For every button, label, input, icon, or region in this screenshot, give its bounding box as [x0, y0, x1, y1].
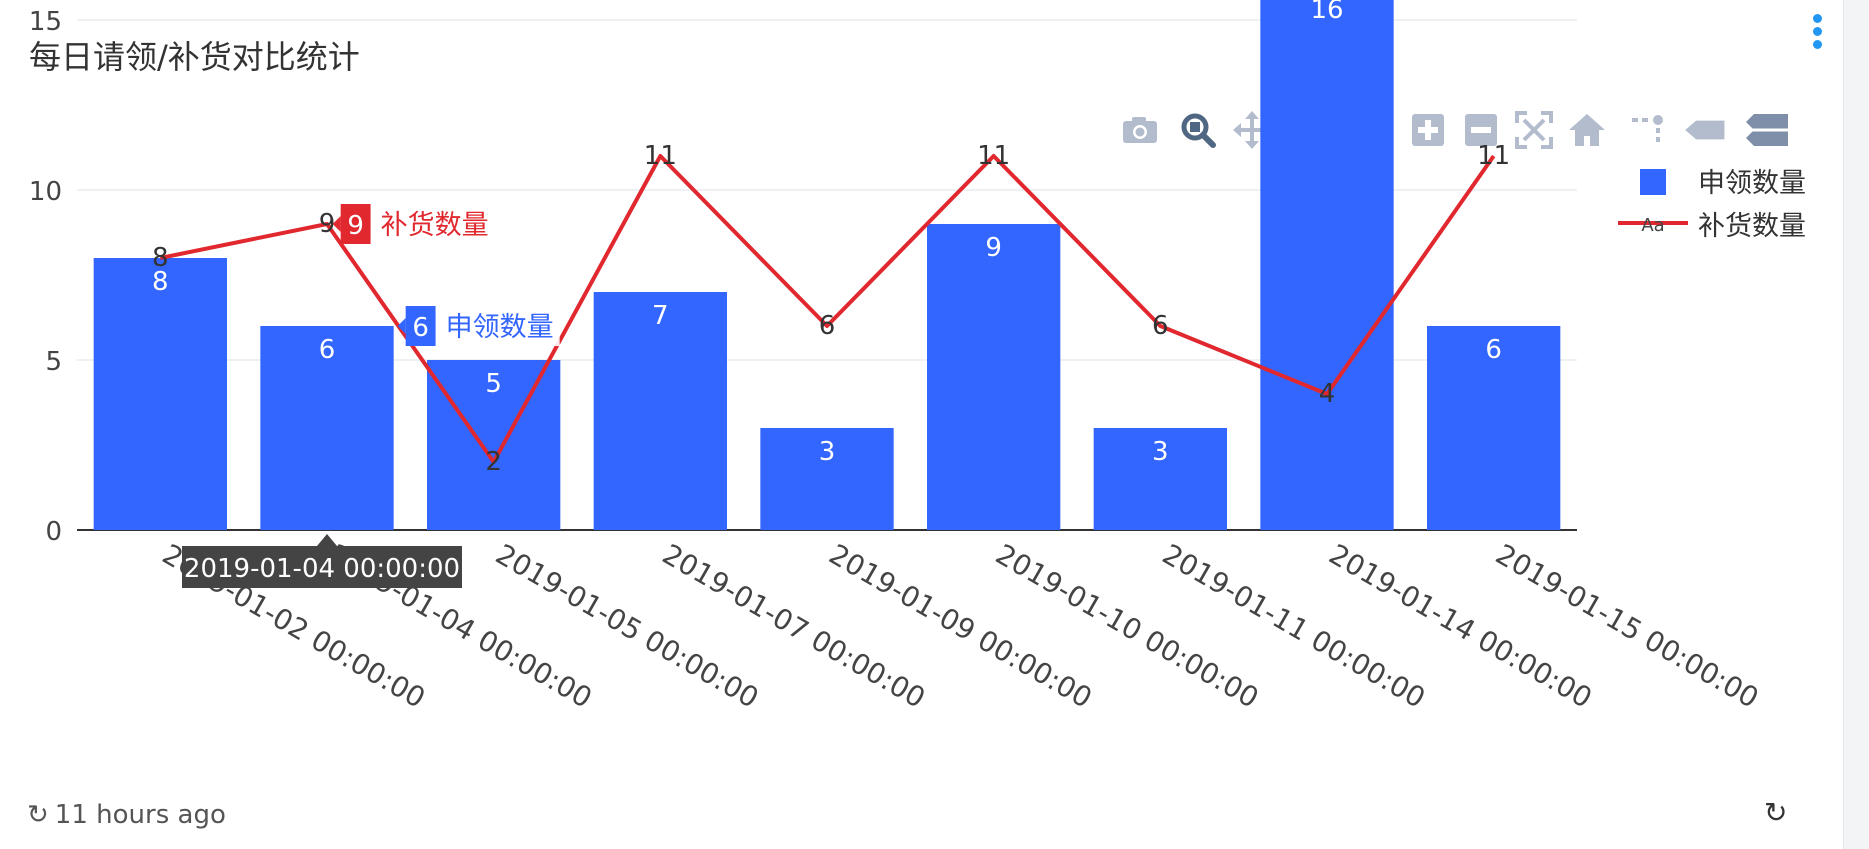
more-options-icon[interactable]	[1808, 14, 1826, 58]
line-value-label: 6	[819, 311, 836, 341]
y-tick-label: 5	[45, 347, 62, 377]
bar	[1260, 0, 1394, 530]
bar	[927, 224, 1061, 530]
bar-value-label: 5	[485, 369, 502, 399]
bar-value-label: 16	[1310, 0, 1343, 25]
bar-value-label: 8	[152, 267, 169, 297]
line-value-label: 4	[1319, 379, 1336, 409]
line-series	[159, 154, 1496, 464]
hover-value-box	[340, 204, 371, 244]
x-tick-label: 2019-01-15 00:00:00	[1490, 537, 1764, 714]
reset-axes-icon[interactable]	[1565, 108, 1609, 152]
legend-marker-text: Aa	[1641, 215, 1664, 236]
hover-value: 6	[412, 313, 429, 343]
bar	[1093, 428, 1227, 530]
line-value-label: 6	[1152, 311, 1169, 341]
hover-closest-icon[interactable]	[1682, 108, 1726, 152]
bar-value-label: 9	[985, 233, 1002, 263]
line-value-label: 8	[152, 243, 169, 273]
chart-title: 每日请领/补货对比统计	[29, 38, 360, 76]
hover-value: 9	[347, 211, 364, 241]
autoscale-icon[interactable]	[1512, 108, 1556, 152]
hover-pointer	[317, 534, 337, 546]
camera-icon[interactable]	[1118, 108, 1162, 152]
scrollbar[interactable]	[1843, 0, 1869, 849]
last-updated-text: 11 hours ago	[54, 800, 226, 830]
hover-name-bg	[435, 306, 560, 346]
line-value-label: 2	[485, 447, 502, 477]
hover-category-box	[182, 546, 462, 588]
x-tick-label: 2019-01-11 00:00:00	[1157, 537, 1431, 714]
bar	[1427, 326, 1561, 530]
hover-series-name: 补货数量	[381, 210, 489, 241]
zoom-icon[interactable]	[1176, 108, 1220, 152]
hover-series-name: 申领数量	[446, 312, 554, 343]
x-tick-label: 2019-01-05 00:00:00	[490, 537, 764, 714]
y-tick-label: 10	[29, 177, 62, 207]
line-value-label: 11	[1477, 141, 1510, 171]
refresh-icon: ↻	[27, 800, 49, 830]
bar-value-label: 6	[1485, 335, 1502, 365]
legend-label: 申领数量	[1698, 168, 1806, 199]
hover-value-box	[405, 306, 436, 346]
x-tick-label: 2019-01-14 00:00:00	[1324, 537, 1598, 714]
x-tick-label: 2019-01-09 00:00:00	[824, 537, 1098, 714]
hover-name-bg	[370, 204, 495, 244]
legend-swatch	[1640, 169, 1666, 195]
bar-value-label: 7	[652, 301, 669, 331]
hover-pointer	[332, 216, 341, 232]
zoom-in-icon[interactable]	[1406, 108, 1450, 152]
line-value-label: 11	[977, 141, 1010, 171]
refresh-icon[interactable]: ↻	[1764, 796, 1788, 829]
y-tick-label: 0	[45, 517, 62, 547]
hover-category-label: 2019-01-04 00:00:00	[184, 554, 460, 584]
bar-value-label: 6	[319, 335, 336, 365]
bar	[93, 258, 228, 530]
bar	[427, 360, 561, 530]
last-updated: ↻ 11 hours ago	[27, 800, 226, 830]
zoom-out-icon[interactable]	[1459, 108, 1503, 152]
bar-value-label: 3	[1152, 437, 1169, 467]
spike-lines-icon[interactable]	[1628, 108, 1672, 152]
bar	[593, 292, 727, 530]
bar	[760, 428, 894, 530]
legend-label: 补货数量	[1698, 211, 1806, 242]
bar	[260, 326, 394, 530]
y-tick-label: 15	[29, 7, 62, 37]
line-value-label: 9	[319, 209, 336, 239]
hover-compare-icon[interactable]	[1744, 108, 1788, 152]
hover-pointer	[397, 318, 406, 334]
line-value-label: 11	[644, 141, 677, 171]
x-tick-label: 2019-01-10 00:00:00	[990, 537, 1264, 714]
bar-value-label: 3	[819, 437, 836, 467]
x-tick-label: 2019-01-07 00:00:00	[657, 537, 931, 714]
